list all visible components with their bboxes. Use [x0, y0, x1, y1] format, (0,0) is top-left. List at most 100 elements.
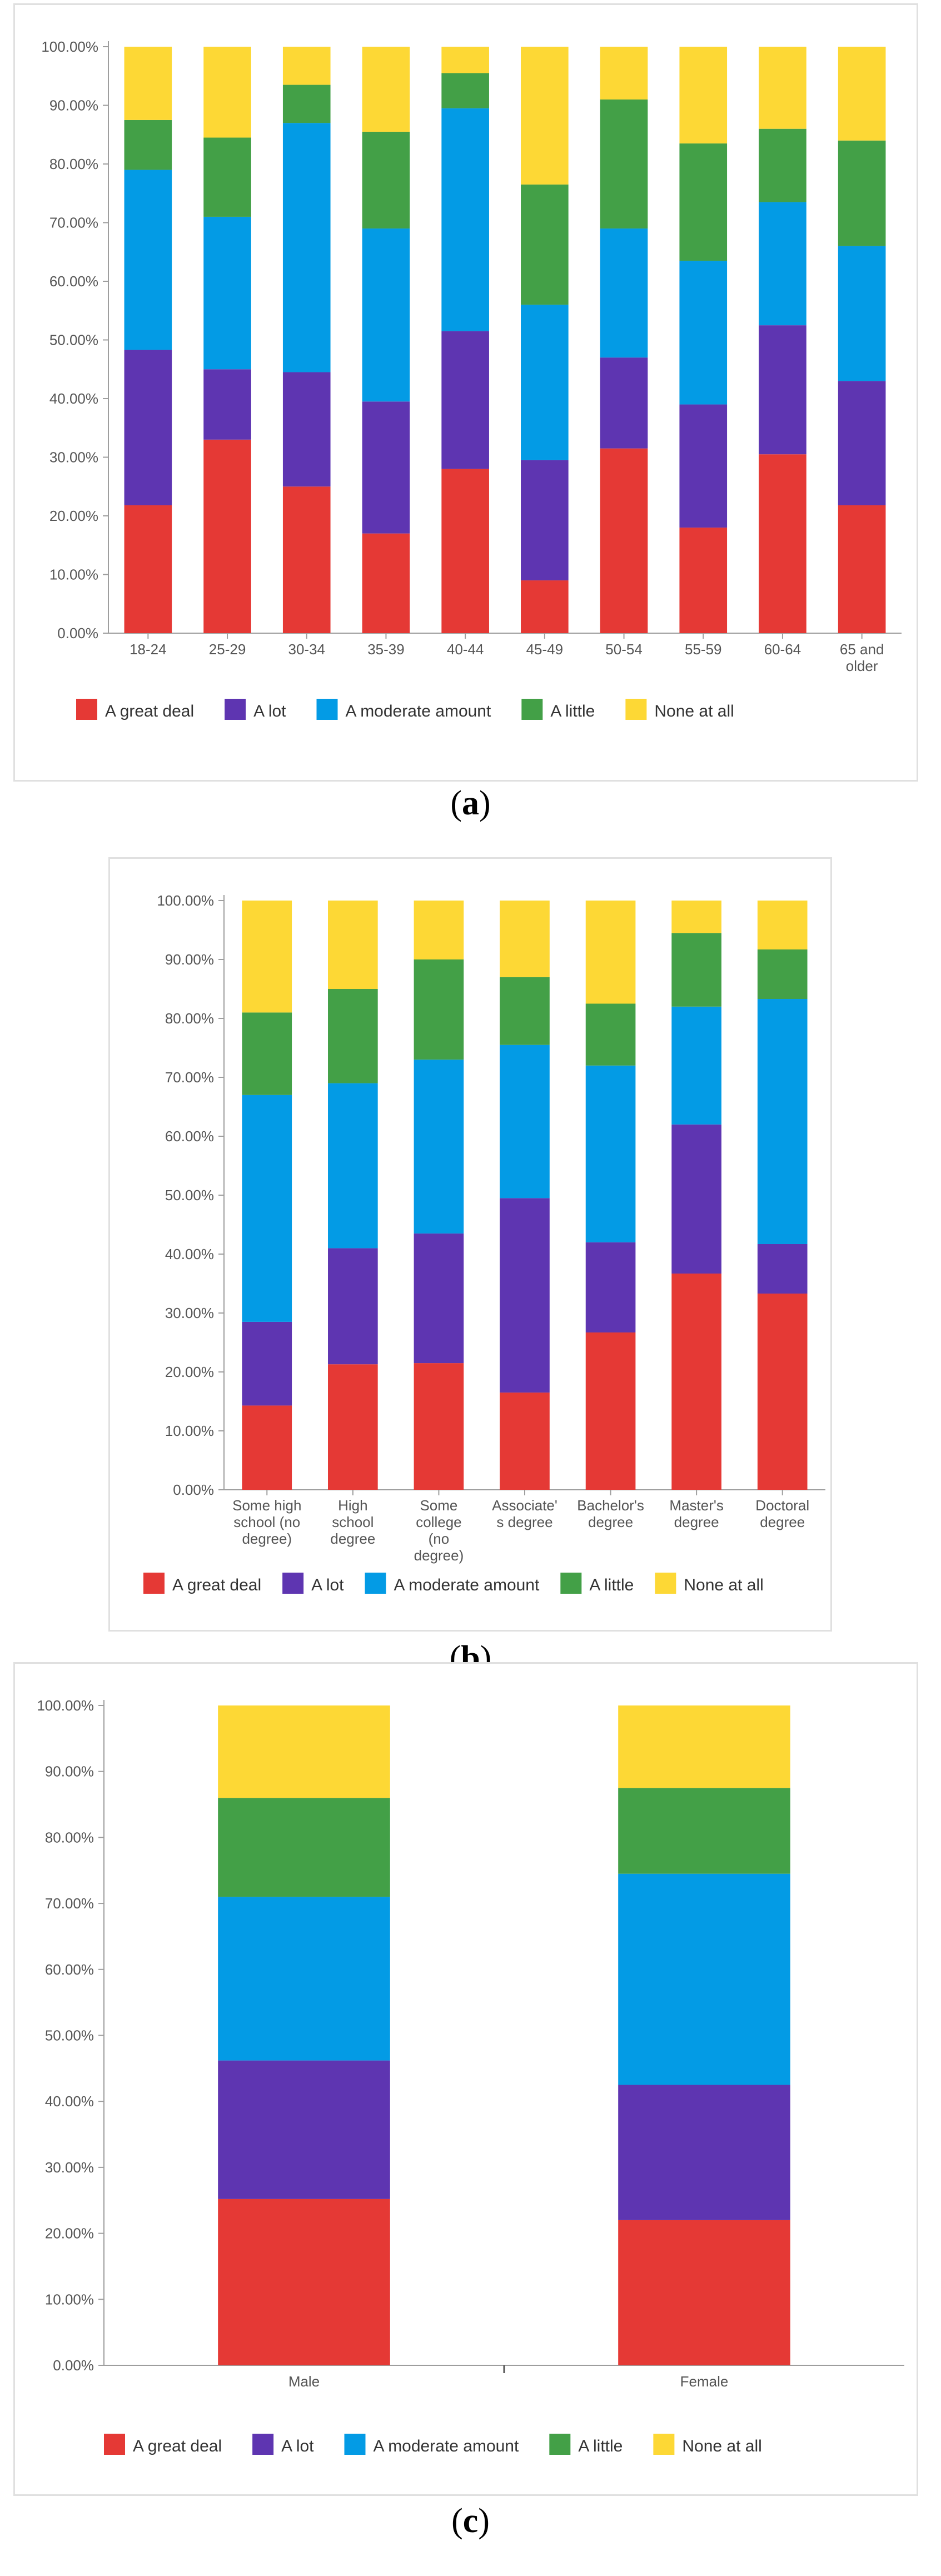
bar-segment-none-at-all-25-29 — [203, 47, 251, 138]
chart-b-svg: 0.00% 10.00% 20.00% 30.00% 40.00% 50.00% 60.00… — [143, 892, 825, 1594]
bar-segment-a-lot-25-29 — [203, 369, 251, 440]
bar-segment-a-great-deal-40-44 — [441, 469, 489, 633]
y-tick-label: 30.00% — [165, 1305, 214, 1321]
y-tick-label: 70.00% — [165, 1069, 214, 1086]
y-tick-label: 60.00% — [49, 273, 98, 290]
y-tick-label: 10.00% — [165, 1423, 214, 1439]
legend-label-a-little: A little — [578, 2437, 623, 2455]
x-tick-label: Male — [288, 2373, 320, 2390]
bar-segment-a-moderate-amount-60-64 — [759, 202, 806, 326]
bar-segment-a-little-30-34 — [282, 84, 331, 123]
bar-segment-a-great-deal-high-school-degree — [328, 1364, 378, 1490]
bar-segment-a-little-65-and-older — [838, 140, 886, 246]
y-tick-label: 70.00% — [49, 215, 98, 231]
bar-segment-a-little-associate-s-degree — [500, 977, 550, 1045]
y-tick-label: 60.00% — [45, 1961, 94, 1978]
bar-segment-none-at-all-40-44 — [441, 47, 489, 73]
bar-segment-a-lot-30-34 — [282, 372, 331, 487]
bar-segment-none-at-all-associate-s-degree — [500, 901, 550, 977]
bar-segment-none-at-all-some-high-school-no-degree — [242, 901, 292, 1013]
y-tick-label: 20.00% — [49, 508, 98, 524]
legend-item-a-moderate-amount: A moderate amount — [365, 1573, 540, 1594]
bar-segment-none-at-all-65-and-older — [838, 47, 886, 141]
bar-segment-a-moderate-amount-18-24 — [124, 170, 172, 350]
bar-segment-none-at-all-35-39 — [362, 47, 410, 132]
x-tick-label: Doctoral degree — [755, 1497, 809, 1530]
legend-item-a-lot: A lot — [225, 699, 286, 720]
bar-segment-a-moderate-amount-55-59 — [679, 261, 728, 405]
bar-segment-a-lot-associate-s-degree — [500, 1198, 550, 1393]
y-tick-label: 80.00% — [45, 1829, 94, 1846]
bar-segment-a-moderate-amount-doctoral-degree — [757, 999, 808, 1244]
bar-segment-a-little-high-school-degree — [328, 989, 378, 1083]
bar-segment-a-lot-bachelor-s-degree — [585, 1242, 636, 1332]
legend-swatch-none-at-all — [653, 2434, 675, 2455]
y-tick-label: 90.00% — [49, 97, 98, 114]
legend-swatch-a-great-deal — [76, 699, 97, 720]
x-tick-label: Some college (no degree) — [414, 1497, 464, 1564]
bar-segment-a-lot-55-59 — [679, 404, 728, 528]
bar-segment-none-at-all-some-college-no-degree — [414, 901, 464, 959]
legend-item-none-at-all: None at all — [653, 2434, 762, 2455]
x-tick-label: Master's degree — [669, 1497, 723, 1530]
bar-segment-a-moderate-amount-30-34 — [282, 123, 331, 372]
bar-segment-a-little-50-54 — [600, 99, 648, 229]
bar-segment-a-little-25-29 — [203, 137, 251, 217]
x-tick-label: 40-44 — [447, 641, 484, 658]
y-tick-label: 80.00% — [49, 156, 98, 172]
legend-item-a-little: A little — [549, 2434, 623, 2455]
legend-swatch-a-moderate-amount — [344, 2434, 366, 2455]
legend-swatch-a-little — [560, 1573, 582, 1594]
y-tick-label: 60.00% — [165, 1128, 214, 1145]
legend-label-a-great-deal: A great deal — [172, 1576, 261, 1594]
legend-swatch-a-little — [549, 2434, 571, 2455]
bar-segment-none-at-all-30-34 — [282, 47, 331, 85]
y-tick-label: 30.00% — [49, 449, 98, 466]
y-tick-label: 70.00% — [45, 1895, 94, 1912]
legend-swatch-a-great-deal — [143, 1573, 165, 1594]
legend-swatch-a-lot — [252, 2434, 274, 2455]
legend-item-a-lot: A lot — [252, 2434, 314, 2455]
legend-swatch-a-lot — [225, 699, 246, 720]
x-tick-label: 60-64 — [764, 641, 801, 658]
y-tick-label: 20.00% — [45, 2225, 94, 2242]
bar-segment-a-lot-18-24 — [124, 350, 172, 506]
bar-segment-a-lot-some-college-no-degree — [414, 1233, 464, 1364]
bar-segment-a-lot-45-49 — [521, 460, 569, 581]
bar-segment-a-lot-35-39 — [362, 401, 410, 534]
bar-segment-a-little-55-59 — [679, 143, 728, 261]
bar-segment-a-little-45-49 — [521, 184, 569, 305]
legend-item-none-at-all: None at all — [625, 699, 734, 720]
bar-segment-a-moderate-amount-master-s-degree — [671, 1006, 721, 1125]
x-tick-label: 30-34 — [288, 641, 326, 658]
legend-item-a-lot: A lot — [282, 1573, 344, 1594]
bar-segment-none-at-all-55-59 — [679, 47, 728, 144]
bar-segment-a-great-deal-50-54 — [600, 448, 648, 633]
bar-segment-a-moderate-amount-associate-s-degree — [500, 1045, 550, 1199]
bar-segment-a-moderate-amount-bachelor-s-degree — [585, 1065, 636, 1242]
legend-swatch-none-at-all — [655, 1573, 676, 1594]
legend-swatch-none-at-all — [625, 699, 647, 720]
chart-panel-c: 0.00% 10.00% 20.00% 30.00% 40.00% 50.00% 60.00… — [13, 1662, 918, 2496]
y-tick-label: 30.00% — [45, 2159, 94, 2176]
y-tick-label: 90.00% — [45, 1763, 94, 1780]
bar-segment-a-little-bachelor-s-degree — [585, 1003, 636, 1066]
x-tick-label: Bachelor's degree — [577, 1497, 644, 1530]
y-tick-label: 50.00% — [45, 2027, 94, 2044]
y-tick-label: 100.00% — [41, 38, 98, 55]
bar-segment-none-at-all-60-64 — [759, 47, 806, 129]
y-tick-label: 0.00% — [173, 1481, 214, 1498]
bar-segment-a-great-deal-bachelor-s-degree — [585, 1332, 636, 1490]
chart-c-svg: 0.00% 10.00% 20.00% 30.00% 40.00% 50.00% 60.00… — [37, 1697, 904, 2455]
bar-segment-a-lot-65-and-older — [838, 381, 886, 506]
y-tick-label: 40.00% — [49, 390, 98, 407]
legend-label-none-at-all: None at all — [684, 1576, 763, 1594]
bar-segment-a-great-deal-female — [618, 2220, 790, 2365]
legend-label-a-great-deal: A great deal — [133, 2437, 222, 2455]
bar-segment-a-lot-doctoral-degree — [757, 1244, 808, 1294]
bar-segment-a-little-some-high-school-no-degree — [242, 1012, 292, 1095]
x-tick-label: 50-54 — [605, 641, 643, 658]
y-tick-label: 40.00% — [45, 2093, 94, 2110]
x-tick-label: Female — [680, 2373, 729, 2390]
bar-segment-a-lot-40-44 — [441, 331, 489, 469]
